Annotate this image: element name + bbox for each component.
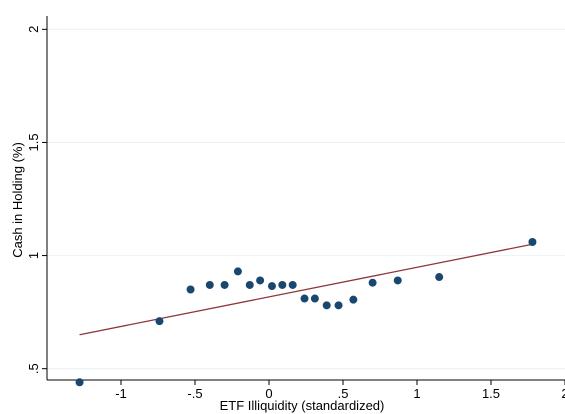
scatter-point: [310, 294, 319, 303]
scatter-point: [349, 295, 358, 304]
scatter-point: [288, 280, 297, 289]
scatter-point: [75, 378, 84, 387]
x-tick-label: 1.5: [482, 386, 500, 401]
y-tick-label: 1.5: [26, 133, 41, 151]
x-tick-label: 0: [265, 386, 272, 401]
tick-labels-layer: .5 1 1.5 2 -1 -.5 0 .5 1 1.5 2: [26, 26, 565, 401]
axes-layer: [42, 16, 565, 385]
scatter-point: [278, 280, 287, 289]
y-tick-label: 2: [26, 26, 41, 33]
scatter-point: [322, 301, 331, 310]
scatter-point: [220, 280, 229, 289]
scatter-point: [186, 285, 195, 294]
points-layer: [75, 237, 537, 387]
y-tick-label: 1: [26, 252, 41, 259]
scatter-point: [267, 282, 276, 291]
scatter-point: [300, 294, 309, 303]
fitted-line: [79, 243, 533, 336]
scatter-point: [334, 301, 343, 310]
x-tick-label: -.5: [187, 386, 202, 401]
scatter-point: [256, 276, 265, 285]
scatter-point: [245, 280, 254, 289]
y-axis-title: Cash in Holding (%): [10, 142, 25, 258]
scatter-point: [393, 276, 402, 285]
scatter-point: [233, 267, 242, 276]
x-axis-title: ETF Illiquidity (standardized): [220, 398, 385, 413]
scatter-point: [155, 317, 164, 326]
x-tick-label: 1: [413, 386, 420, 401]
fit-line-layer: [79, 243, 533, 336]
y-tick-label: .5: [26, 363, 41, 374]
scatter-point: [435, 273, 444, 282]
x-tick-label: 2: [561, 386, 565, 401]
x-tick-label: -1: [115, 386, 127, 401]
grid-layer: [47, 28, 565, 370]
scatter-point: [368, 278, 377, 287]
x-tick-label: .5: [338, 386, 349, 401]
scatter-point: [205, 280, 214, 289]
scatter-point: [528, 237, 537, 246]
